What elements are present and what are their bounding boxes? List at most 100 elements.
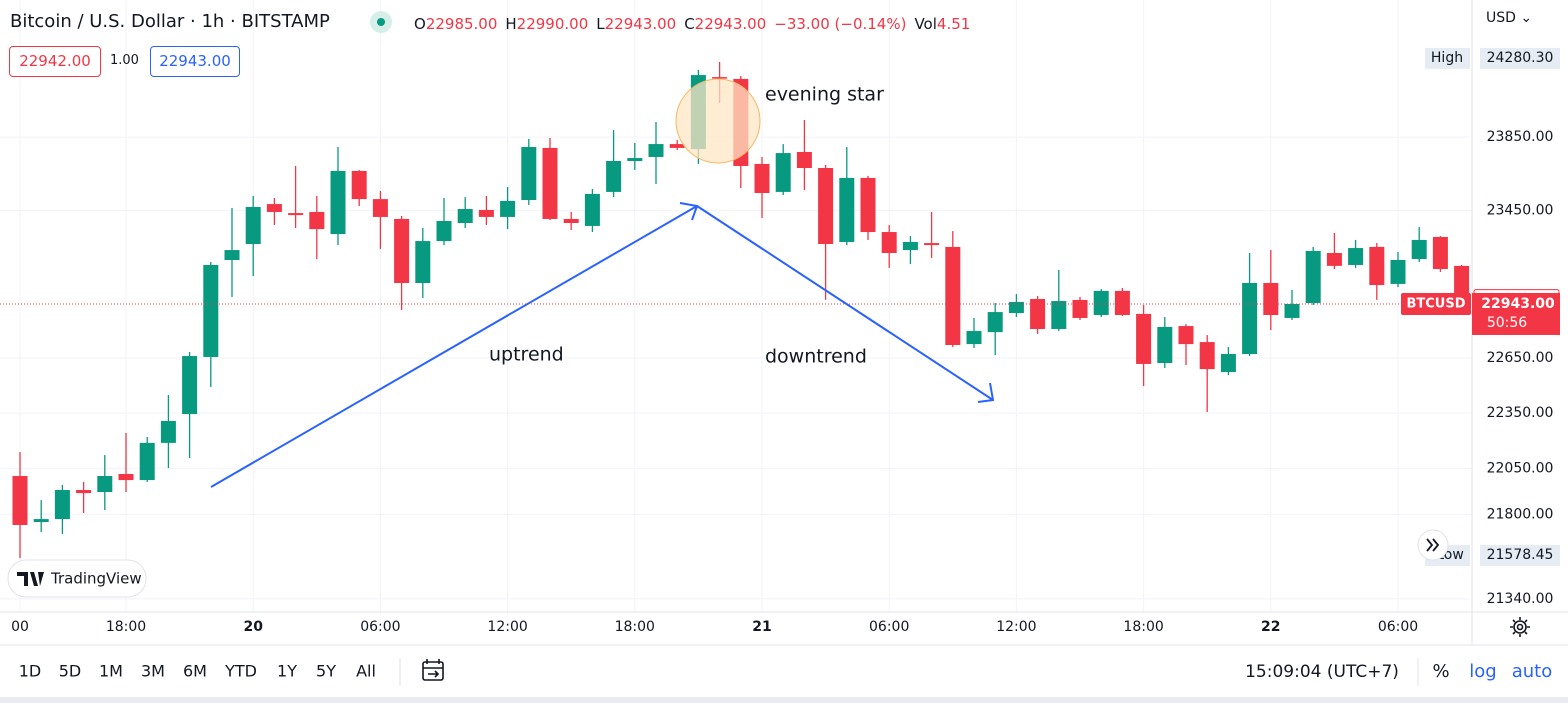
gear-hub	[1516, 623, 1524, 631]
x-tick-label: 20	[243, 619, 263, 635]
log-toggle[interactable]: log	[1469, 661, 1496, 682]
y-tick-label: 22650.00	[1487, 350, 1554, 366]
tradingview-logo[interactable]: TradingView	[7, 559, 147, 598]
candle-body	[118, 473, 134, 481]
range-button[interactable]: All	[356, 662, 376, 681]
candle-body	[1369, 246, 1385, 286]
candle-body	[1305, 250, 1321, 304]
x-tick-label: 06:00	[360, 619, 400, 635]
candle-body	[1411, 239, 1427, 260]
clock: 15:09:04 (UTC+7)	[1245, 662, 1399, 682]
candle-body	[245, 207, 261, 244]
candle-body	[1220, 354, 1236, 373]
candle-body	[945, 246, 961, 346]
last-price-label: 22943.00	[1481, 296, 1555, 312]
evening-star-highlight	[675, 78, 761, 164]
volume-value: 4.51	[936, 15, 971, 33]
scroll-button[interactable]	[1417, 529, 1449, 561]
ohlc-value: 22990.00	[516, 15, 589, 33]
range-button[interactable]: 5Y	[316, 662, 336, 681]
status-dot	[377, 18, 385, 26]
symbol-title[interactable]: Bitcoin / U.S. Dollar · 1h · BITSTAMP	[10, 11, 330, 32]
candle-body	[97, 476, 113, 493]
high-tag-bg	[1425, 47, 1470, 69]
ohlc-legend: O22985.00 H22990.00 L22943.00 C22943.00 −33.…	[414, 15, 970, 33]
currency-select[interactable]: USD ⌄	[1486, 10, 1533, 26]
candles	[0, 62, 1472, 559]
y-tick-label: 22350.00	[1487, 405, 1554, 421]
spread: 1.00	[110, 53, 139, 68]
candle-body	[224, 250, 240, 260]
downtrend-arrowhead	[977, 382, 995, 403]
candle-body	[648, 144, 664, 157]
candle-body	[924, 243, 940, 246]
high-value: 24280.30	[1487, 50, 1554, 66]
x-tick-label: 18:00	[1123, 619, 1163, 635]
candle-body	[1114, 290, 1130, 316]
candle-body	[330, 170, 346, 235]
ohlc-value: 22943.00	[694, 15, 767, 33]
currency: USD	[1486, 10, 1516, 26]
candle-body	[372, 199, 388, 217]
candle-body	[33, 519, 49, 523]
candle-body	[436, 220, 452, 242]
market-status[interactable]	[370, 11, 392, 33]
range-button[interactable]: YTD	[224, 662, 257, 681]
range-button[interactable]: 1D	[19, 662, 42, 681]
candle-body	[54, 490, 70, 520]
sell-button[interactable]: 22942.00	[9, 46, 101, 77]
ohlc-value: 22943.00	[604, 15, 677, 33]
candle-body	[1051, 301, 1067, 330]
x-tick-label: 22	[1261, 619, 1280, 635]
candle-body	[1242, 282, 1258, 355]
settings-gear[interactable]	[1510, 617, 1530, 637]
buy-button[interactable]: 22943.00	[150, 46, 240, 77]
grid	[0, 0, 1472, 612]
auto-toggle[interactable]: auto	[1512, 661, 1553, 682]
icon-frame	[422, 661, 444, 681]
candle-body	[521, 147, 537, 201]
ohlc-key: H	[505, 15, 517, 33]
percent-toggle[interactable]: %	[1432, 661, 1449, 682]
x-tick-label: 21	[752, 619, 771, 635]
candle-body	[818, 167, 834, 244]
date-range-icon[interactable]	[422, 659, 444, 681]
candle-body	[775, 153, 791, 192]
x-tick-label: 18:00	[106, 619, 146, 635]
ohlc-value: 22985.00	[425, 15, 498, 33]
range-buttons: 1D 5D 1M 3M 6M YTD 1Y 5Y All	[19, 662, 376, 681]
candle-body	[1008, 301, 1024, 313]
candle-body	[1263, 282, 1279, 316]
candle-body	[394, 218, 410, 283]
candle-body	[1199, 342, 1215, 370]
axes: 23850.00 23450.00 22650.00 22350.00 22050.00…	[11, 47, 1560, 635]
range-button[interactable]: 1Y	[277, 662, 297, 681]
last-price-box	[1472, 292, 1560, 335]
annotation: evening star	[765, 84, 884, 106]
symbol-tag-bg	[1401, 292, 1471, 315]
candle-body	[606, 161, 622, 192]
candle-body	[266, 204, 282, 212]
candle-body	[457, 209, 473, 224]
logo-pill	[7, 559, 147, 598]
y-tick-label: 21340.00	[1487, 591, 1554, 607]
candle-body	[182, 356, 198, 415]
range-button[interactable]: 6M	[183, 662, 207, 681]
symbol-tag: BTCUSD	[1406, 296, 1465, 311]
low-value: 21578.45	[1487, 547, 1554, 563]
range-button[interactable]: 3M	[141, 662, 165, 681]
candle-body	[1326, 253, 1342, 266]
range-button[interactable]: 5D	[59, 662, 82, 681]
range-button[interactable]: 1M	[99, 662, 123, 681]
x-tick-label: 18:00	[615, 619, 655, 635]
logo-text: TradingView	[50, 570, 142, 588]
candle-body	[563, 218, 579, 224]
logo-mark	[17, 572, 44, 586]
candle-body	[351, 170, 367, 200]
candle-body	[1030, 299, 1046, 330]
gear-ring	[1513, 620, 1527, 634]
x-tick-label: 12:00	[996, 619, 1036, 635]
candle-body	[1157, 326, 1173, 364]
